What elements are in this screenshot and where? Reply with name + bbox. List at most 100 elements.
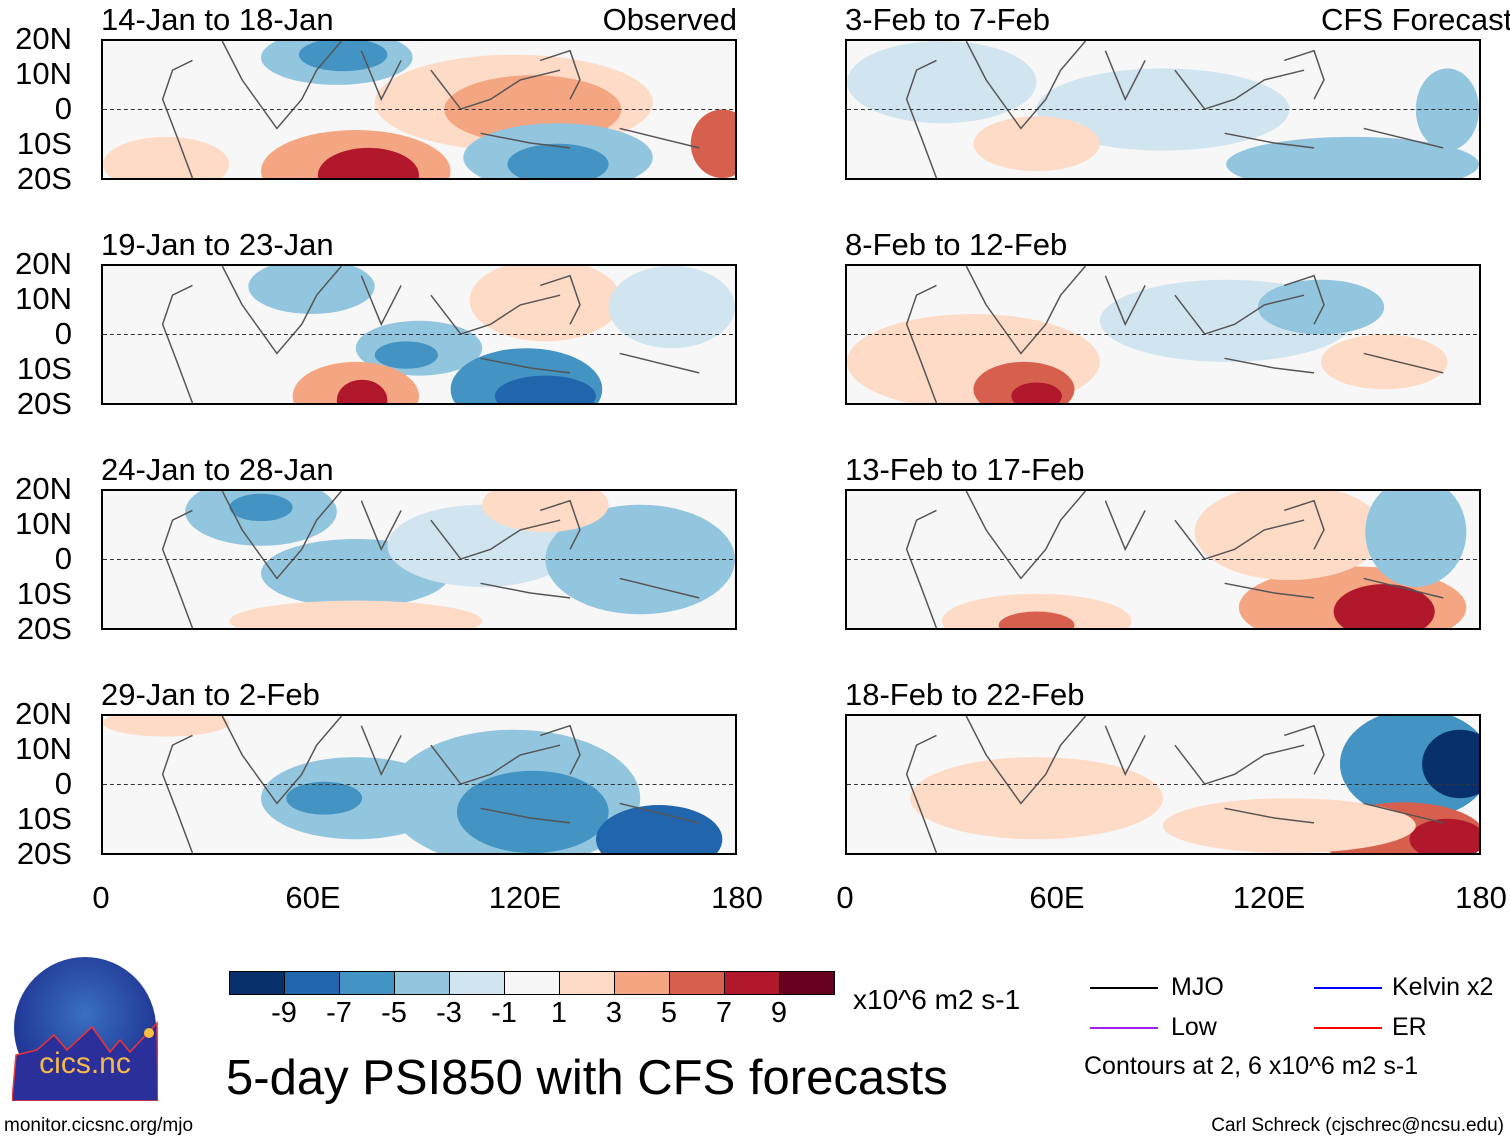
panel-title: 24-Jan to 28-Jan bbox=[101, 452, 334, 487]
lat-tick-label: 10S bbox=[16, 351, 72, 386]
lat-tick-label: 20S bbox=[16, 611, 72, 646]
lat-tick-label: 10N bbox=[15, 56, 72, 91]
panel-title: 14-Jan to 18-Jan bbox=[101, 2, 334, 37]
anomaly-region bbox=[595, 805, 723, 853]
colorbar-swatch bbox=[450, 972, 505, 994]
panel-title: 3-Feb to 7-Feb bbox=[845, 2, 1051, 37]
lon-tick-label: 180 bbox=[1455, 880, 1507, 915]
coastline bbox=[161, 41, 700, 178]
coastline bbox=[161, 491, 700, 628]
panel-title: 18-Feb to 22-Feb bbox=[845, 677, 1085, 712]
panel-title: 13-Feb to 17-Feb bbox=[845, 452, 1085, 487]
lat-tick-label: 0 bbox=[54, 766, 72, 801]
colorbar-label: 9 bbox=[770, 997, 788, 1029]
lat-tick-label: 0 bbox=[54, 91, 72, 126]
lat-tick-label: 10S bbox=[16, 801, 72, 836]
map-panel bbox=[101, 489, 737, 630]
map-panel bbox=[101, 39, 737, 180]
anomaly-region bbox=[374, 341, 438, 369]
map-panel bbox=[101, 264, 737, 405]
anomaly-region bbox=[1333, 584, 1435, 628]
legend-label-mjo: MJO bbox=[1171, 973, 1224, 1001]
legend-label-low: Low bbox=[1171, 1013, 1217, 1041]
coastline bbox=[905, 716, 1444, 853]
anomaly-region bbox=[1365, 491, 1467, 587]
anomaly-region bbox=[248, 266, 375, 314]
legend-line-er bbox=[1314, 1027, 1382, 1029]
colorbar-label: -7 bbox=[326, 997, 352, 1029]
anomaly-region bbox=[494, 375, 596, 403]
colorbar-label: 7 bbox=[715, 997, 733, 1029]
lon-tick-label: 0 bbox=[836, 880, 854, 915]
anomaly-region bbox=[229, 600, 483, 628]
monitor-url[interactable]: monitor.cicsnc.org/mjo bbox=[4, 1115, 194, 1136]
colorbar-label: 5 bbox=[660, 997, 678, 1029]
colorbar-swatch bbox=[725, 972, 780, 994]
svg-text:cics.nc: cics.nc bbox=[39, 1047, 131, 1080]
anomaly-region bbox=[1409, 818, 1479, 853]
anomaly-region bbox=[1257, 279, 1385, 335]
legend-label-kelvin: Kelvin x2 bbox=[1392, 973, 1494, 1001]
anomaly-region bbox=[973, 116, 1100, 172]
colorbar-label: -3 bbox=[436, 997, 462, 1029]
panel-label: Observed bbox=[602, 2, 737, 37]
colorbar-swatch bbox=[285, 972, 340, 994]
anomaly-region bbox=[1321, 334, 1448, 390]
anomaly-region bbox=[608, 266, 735, 349]
colorbar-label: -5 bbox=[381, 997, 407, 1029]
anomaly-region bbox=[690, 109, 735, 178]
anomaly-region bbox=[298, 41, 388, 72]
lat-tick-label: 20N bbox=[15, 471, 72, 506]
colorbar-swatch bbox=[230, 972, 285, 994]
lat-tick-label: 10S bbox=[16, 126, 72, 161]
lat-tick-label: 20N bbox=[15, 21, 72, 56]
anomaly-region bbox=[1011, 382, 1062, 403]
colorbar-swatch bbox=[505, 972, 560, 994]
anomaly-region bbox=[456, 770, 609, 853]
lon-tick-label: 0 bbox=[92, 880, 110, 915]
lat-tick-label: 20N bbox=[15, 246, 72, 281]
anomaly-region bbox=[507, 143, 609, 178]
cics-logo: cics.nc bbox=[11, 955, 159, 1102]
colorbar-label: -1 bbox=[491, 997, 517, 1029]
coastline bbox=[905, 266, 1444, 403]
map-panel bbox=[845, 714, 1481, 855]
lon-tick-label: 60E bbox=[285, 880, 341, 915]
legend-label-er: ER bbox=[1392, 1013, 1427, 1041]
colorbar-label: 3 bbox=[605, 997, 623, 1029]
anomaly-region bbox=[998, 611, 1075, 628]
colorbar-swatch bbox=[615, 972, 670, 994]
anomaly-region bbox=[1194, 491, 1385, 581]
lat-tick-label: 0 bbox=[54, 316, 72, 351]
lon-tick-label: 60E bbox=[1029, 880, 1085, 915]
author-credit: Carl Schreck (cjschrec@ncsu.edu) bbox=[1211, 1115, 1504, 1136]
colorbar-swatch bbox=[560, 972, 615, 994]
map-panel bbox=[845, 39, 1481, 180]
lon-tick-label: 120E bbox=[488, 880, 562, 915]
anomaly-region bbox=[286, 781, 363, 815]
anomaly-region bbox=[1226, 136, 1479, 178]
colorbar-swatch bbox=[340, 972, 395, 994]
lat-tick-label: 10S bbox=[16, 576, 72, 611]
lat-tick-label: 0 bbox=[54, 541, 72, 576]
colorbar-swatch bbox=[395, 972, 450, 994]
anomaly-region bbox=[229, 493, 293, 522]
lat-tick-label: 20S bbox=[16, 161, 72, 196]
colorbar-swatch bbox=[780, 972, 834, 994]
anomaly-region bbox=[1422, 729, 1479, 799]
map-panel bbox=[845, 489, 1481, 630]
panel-title: 19-Jan to 23-Jan bbox=[101, 227, 334, 262]
anomaly-region bbox=[941, 593, 1132, 628]
contour-note: Contours at 2, 6 x10^6 m2 s-1 bbox=[1084, 1052, 1419, 1080]
legend-line-low bbox=[1090, 1027, 1158, 1029]
coastline bbox=[161, 716, 700, 853]
anomaly-region bbox=[469, 266, 622, 342]
lat-tick-label: 20S bbox=[16, 386, 72, 421]
colorbar-label: -9 bbox=[271, 997, 297, 1029]
figure-title: 5-day PSI850 with CFS forecasts bbox=[226, 1051, 948, 1105]
map-panel bbox=[845, 264, 1481, 405]
anomaly-region bbox=[317, 147, 419, 178]
coastline bbox=[161, 266, 700, 403]
panel-label: CFS Forecast bbox=[1321, 2, 1510, 37]
colorbar bbox=[229, 971, 835, 995]
